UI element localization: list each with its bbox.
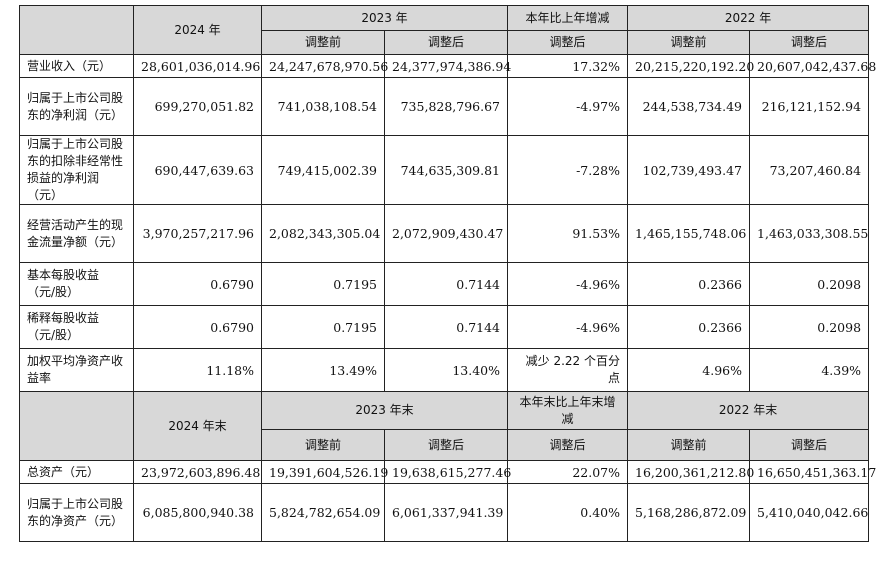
value-change: 91.53%: [507, 204, 629, 263]
value-2022-before: 0.2366: [627, 305, 751, 349]
row-label: 经营活动产生的现金流量净额（元）: [19, 204, 134, 263]
header-year-2023: 2023 年: [260, 5, 509, 31]
value-2024: 11.18%: [133, 348, 262, 392]
value-2022-before: 102,739,493.47: [627, 135, 751, 205]
value-2024: 28,601,036,014.96: [133, 54, 262, 78]
row-label: 归属于上市公司股东的净利润（元）: [19, 77, 134, 136]
value-2023-after: 19,638,615,277.46: [383, 460, 511, 484]
header-yoy: 本年比上年增减: [507, 5, 629, 31]
row-label: 总资产（元）: [19, 460, 134, 484]
value-2022-before: 244,538,734.49: [627, 77, 751, 136]
table-row: 归属于上市公司股东的扣除非经常性损益的净利润（元） 690,447,639.63…: [19, 135, 870, 205]
value-change: -4.96%: [507, 262, 629, 306]
table-row: 归属于上市公司股东的净利润（元） 699,270,051.82 741,038,…: [19, 77, 870, 136]
value-2024: 699,270,051.82: [133, 77, 262, 136]
financial-table: 2024 年 2023 年 本年比上年增减 2022 年 调整前 调整后 调整后…: [19, 5, 876, 542]
value-2023-after: 0.7144: [383, 305, 509, 349]
value-2023-after: 744,635,309.81: [383, 135, 509, 205]
value-2023-before: 749,415,002.39: [261, 135, 385, 205]
value-2023-before: 2,082,343,305.04: [261, 204, 385, 263]
value-2023-before: 13.49%: [261, 348, 385, 392]
value-2024: 6,085,800,940.38: [133, 483, 262, 542]
value-2023-before: 741,038,108.54: [261, 77, 385, 136]
table-row: 总资产（元） 23,972,603,896.48 19,391,604,526.…: [19, 460, 876, 484]
table-row: 基本每股收益（元/股） 0.6790 0.7195 0.7144 -4.96% …: [19, 262, 870, 306]
value-2022-before: 16,200,361,212.80: [627, 460, 754, 484]
table-row: 经营活动产生的现金流量净额（元） 3,970,257,217.96 2,082,…: [19, 204, 870, 263]
header-yoy-end: 本年末比上年末增减: [507, 391, 629, 430]
header-2022-after: 调整后: [749, 429, 870, 461]
row-label: 归属于上市公司股东的净资产（元）: [19, 483, 134, 542]
header-yearend-2023: 2023 年末: [260, 391, 509, 430]
value-2023-before: 0.7195: [261, 305, 385, 349]
value-change: 22.07%: [507, 460, 629, 484]
value-2023-after: 735,828,796.67: [383, 77, 509, 136]
value-2024: 3,970,257,217.96: [133, 204, 262, 263]
header-blank: [19, 5, 134, 55]
value-2023-after: 13.40%: [383, 348, 509, 392]
value-change: -7.28%: [507, 135, 629, 205]
header-2023-before: 调整前: [261, 30, 385, 55]
value-2023-after: 0.7144: [383, 262, 509, 306]
header-2022-after: 调整后: [749, 30, 870, 55]
value-2022-after: 16,650,451,363.17: [749, 460, 876, 484]
row-label: 加权平均净资产收益率: [19, 348, 134, 392]
value-2022-after: 1,463,033,308.55: [749, 204, 870, 263]
value-2024: 0.6790: [133, 305, 262, 349]
value-2022-after: 0.2098: [749, 305, 870, 349]
value-2023-after: 6,061,337,941.39: [383, 483, 509, 542]
value-2022-after: 73,207,460.84: [749, 135, 870, 205]
value-2023-before: 5,824,782,654.09: [261, 483, 385, 542]
header-blank: [19, 391, 134, 461]
row-label: 稀释每股收益（元/股）: [19, 305, 134, 349]
header-yoy-after: 调整后: [507, 30, 629, 55]
header-yoy-after: 调整后: [507, 429, 629, 461]
table-row: 营业收入（元） 28,601,036,014.96 24,247,678,970…: [19, 54, 876, 78]
value-change: 17.32%: [507, 54, 629, 78]
value-2022-before: 1,465,155,748.06: [627, 204, 751, 263]
value-2022-before: 0.2366: [627, 262, 751, 306]
value-change: 减少 2.22 个百分点: [507, 348, 629, 392]
row-label: 归属于上市公司股东的扣除非经常性损益的净利润（元）: [19, 135, 134, 205]
header-2023-after: 调整后: [383, 429, 509, 461]
row-label: 基本每股收益（元/股）: [19, 262, 134, 306]
value-2022-after: 20,607,042,437.68: [749, 54, 876, 78]
value-2023-after: 24,377,974,386.94: [383, 54, 511, 78]
value-change: 0.40%: [507, 483, 629, 542]
value-2022-before: 20,215,220,192.20: [627, 54, 754, 78]
header-2023-before: 调整前: [261, 429, 385, 461]
value-change: -4.97%: [507, 77, 629, 136]
row-label: 营业收入（元）: [19, 54, 134, 78]
value-2023-before: 24,247,678,970.56: [261, 54, 388, 78]
value-change: -4.96%: [507, 305, 629, 349]
value-2022-before: 5,168,286,872.09: [627, 483, 751, 542]
value-2022-after: 0.2098: [749, 262, 870, 306]
header-yearend-2024: 2024 年末: [133, 391, 262, 461]
header-year-2024: 2024 年: [133, 5, 262, 55]
value-2024: 0.6790: [133, 262, 262, 306]
value-2023-after: 2,072,909,430.47: [383, 204, 509, 263]
table-row: 加权平均净资产收益率 11.18% 13.49% 13.40% 减少 2.22 …: [19, 348, 870, 392]
value-2022-after: 4.39%: [749, 348, 870, 392]
header-2022-before: 调整前: [627, 429, 751, 461]
value-2022-before: 4.96%: [627, 348, 751, 392]
header-yearend-2022: 2022 年末: [627, 391, 870, 430]
header-2022-before: 调整前: [627, 30, 751, 55]
value-2024: 23,972,603,896.48: [133, 460, 262, 484]
value-2022-after: 5,410,040,042.66: [749, 483, 870, 542]
value-2023-before: 19,391,604,526.19: [261, 460, 388, 484]
value-2023-before: 0.7195: [261, 262, 385, 306]
table-row: 归属于上市公司股东的净资产（元） 6,085,800,940.38 5,824,…: [19, 483, 870, 542]
value-2022-after: 216,121,152.94: [749, 77, 870, 136]
header-2023-after: 调整后: [383, 30, 509, 55]
value-2024: 690,447,639.63: [133, 135, 262, 205]
table-row: 稀释每股收益（元/股） 0.6790 0.7195 0.7144 -4.96% …: [19, 305, 870, 349]
header-year-2022: 2022 年: [627, 5, 870, 31]
